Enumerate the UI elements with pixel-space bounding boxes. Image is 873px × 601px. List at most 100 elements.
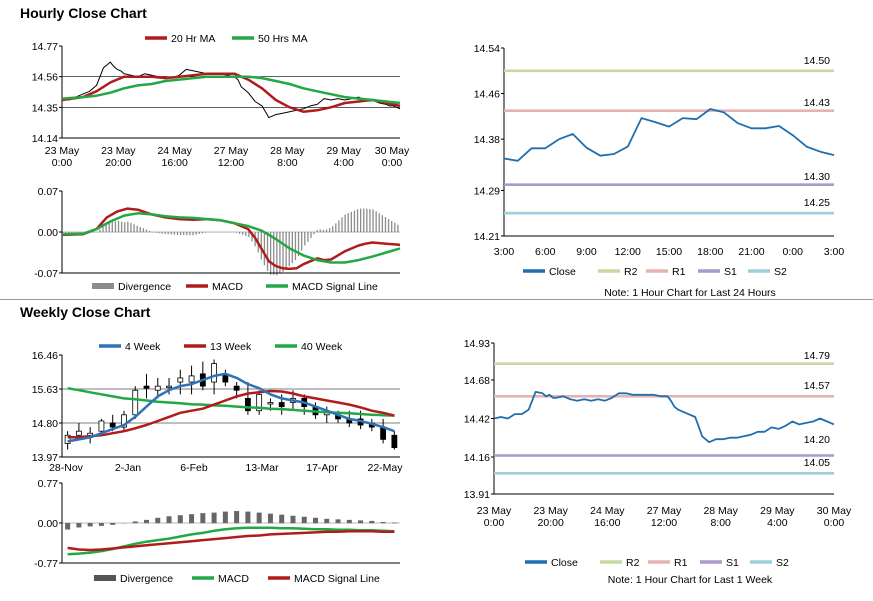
hourly-divergence-bar (381, 215, 384, 233)
hourly-divergence-bar (350, 211, 352, 233)
hourly-macd-y-tick-label: 0.00 (38, 227, 59, 239)
weekly-levels-x-tick-label: 27 May (647, 505, 682, 517)
legend-hourly-divergence-label: Divergence (118, 281, 171, 293)
hourly-divergence-bar (375, 211, 377, 233)
hourly-divergence-bar (372, 209, 374, 233)
weekly-levels-x-tick-label: 0:00 (824, 517, 845, 529)
legend-hourly-divergence-swatch (92, 283, 114, 289)
hourly-divergence-bar (136, 225, 138, 233)
weekly-candle-body (391, 434, 398, 448)
hourly-divergence-bar (204, 232, 207, 233)
hourly-divergence-bar (198, 232, 200, 234)
weekly-candle-body (109, 422, 116, 428)
hourly-levels-close-series (503, 108, 835, 162)
hourly-divergence-bar (114, 221, 117, 233)
hourly-section-title: Hourly Close Chart (20, 5, 147, 21)
hourly-divergence-bar (120, 221, 123, 233)
hourly-divergence-bar (294, 232, 297, 261)
weekly-levels-x-tick-label: 29 May (760, 505, 795, 517)
hourly-levels-x-tick-label: 12:00 (615, 246, 641, 258)
legend-4-week-label: 4 Week (125, 341, 161, 353)
hourly-price-x-tick-label: 24 May (157, 145, 192, 157)
hourly-divergence-bar (62, 232, 64, 234)
weekly-divergence-bar (200, 513, 206, 524)
weekly-levels-x-tick-label: 4:00 (767, 517, 788, 529)
legend-weekly-signal-label: MACD Signal Line (294, 573, 380, 585)
weekly-candle-body (143, 385, 150, 389)
hourly-close-series (62, 61, 401, 119)
hourly-divergence-bar (158, 232, 160, 234)
weekly-levels-y-tick-label: 14.93 (464, 338, 490, 350)
hourly-divergence-bar (313, 232, 315, 235)
hourly-divergence-bar (263, 232, 266, 266)
hourly-price-x-tick-label: 0:00 (52, 157, 73, 169)
hourly-divergence-bar (332, 226, 334, 233)
hourly-price-x-tick-label: 27 May (214, 145, 249, 157)
hourly-divergence-bar (384, 217, 387, 233)
hourly-divergence-bar (273, 232, 275, 276)
hourly-levels-y-tick-label: 14.46 (474, 89, 500, 101)
hourly-divergence-bar (111, 222, 113, 233)
hourly-price-x-tick-label: 29 May (326, 145, 361, 157)
weekly-divergence-bar (369, 520, 375, 524)
weekly-macd-y-tick-label: -0.77 (34, 558, 58, 570)
weekly-candle-body (132, 389, 139, 416)
weekly-levels-x-tick-label: 30 May (817, 505, 852, 517)
weekly-divergence-bar (132, 521, 138, 524)
hourly-levels-level-label: 14.30 (804, 171, 830, 183)
weekly-price-x-tick-label: 13-Mar (245, 462, 279, 474)
hourly-price-x-tick-label: 23 May (101, 145, 136, 157)
hourly-divergence-bar (297, 232, 300, 257)
legend-40-week-label: 40 Week (301, 341, 343, 353)
weekly-price-y-tick-label: 13.97 (32, 452, 58, 464)
weekly-levels-x-tick-label: 0:00 (484, 517, 505, 529)
hourly-divergence-bar (142, 228, 145, 233)
hourly-divergence-bar (307, 232, 309, 242)
hourly-divergence-bar (238, 232, 241, 234)
hourly-divergence-bar (192, 232, 194, 236)
weekly-candle-body (166, 385, 172, 389)
weekly-candle-body (154, 385, 161, 391)
hourly-price-y-tick-label: 14.14 (32, 133, 58, 145)
hourly-levels-x-tick-label: 0:00 (783, 246, 804, 258)
hourly-divergence-bar (378, 213, 380, 233)
weekly-levels-y-tick-label: 14.42 (464, 414, 490, 426)
hourly-divergence-bar (65, 232, 67, 234)
hourly-divergence-bar (179, 232, 182, 236)
weekly-divergence-bar (358, 520, 364, 524)
legend-weekly-divergence-label: Divergence (120, 573, 173, 585)
hourly-divergence-bar (183, 232, 185, 236)
weekly-divergence-bar (166, 516, 172, 524)
hourly-divergence-bar (387, 218, 390, 233)
hourly-divergence-bar (269, 232, 272, 275)
hourly-levels-x-tick-label: 3:00 (824, 246, 845, 258)
weekly-candle-body (256, 393, 263, 412)
hourly-divergence-bar (167, 232, 169, 235)
weekly-candle-body (267, 402, 274, 405)
hourly-levels-x-tick-label: 9:00 (576, 246, 597, 258)
hourly-divergence-bar (251, 232, 253, 242)
weekly-divergence-bar (144, 519, 149, 524)
hourly-levels-y-tick-label: 14.54 (474, 43, 500, 55)
hourly-divergence-bar (189, 232, 191, 236)
weekly-divergence-bar (301, 516, 307, 524)
hourly-divergence-bar (77, 232, 79, 234)
weekly-candle-body (64, 434, 71, 444)
weekly-divergence-bar (211, 512, 217, 524)
hourly-divergence-bar (71, 232, 73, 234)
weekly-divergence-bar (87, 523, 93, 527)
hourly-divergence-bar (310, 232, 312, 238)
hourly-divergence-bar (130, 222, 132, 233)
weekly-candle-body (98, 420, 105, 432)
hourly-divergence-bar (266, 232, 269, 271)
hourly-divergence-bar (176, 232, 179, 235)
hourly-macd-y-tick-label: 0.07 (38, 186, 59, 198)
weekly-levels-level-label: 14.20 (804, 434, 830, 446)
weekly-levels-note: Note: 1 Hour Chart for Last 1 Week (608, 574, 773, 586)
weekly-candle-body (121, 414, 127, 428)
weekly-macd-y-tick-label: 0.77 (38, 478, 59, 490)
legend-13-week-label: 13 Week (210, 341, 252, 353)
hourly-levels-level-label: 14.43 (804, 97, 830, 109)
weekly-levels-x-tick-label: 12:00 (651, 517, 677, 529)
